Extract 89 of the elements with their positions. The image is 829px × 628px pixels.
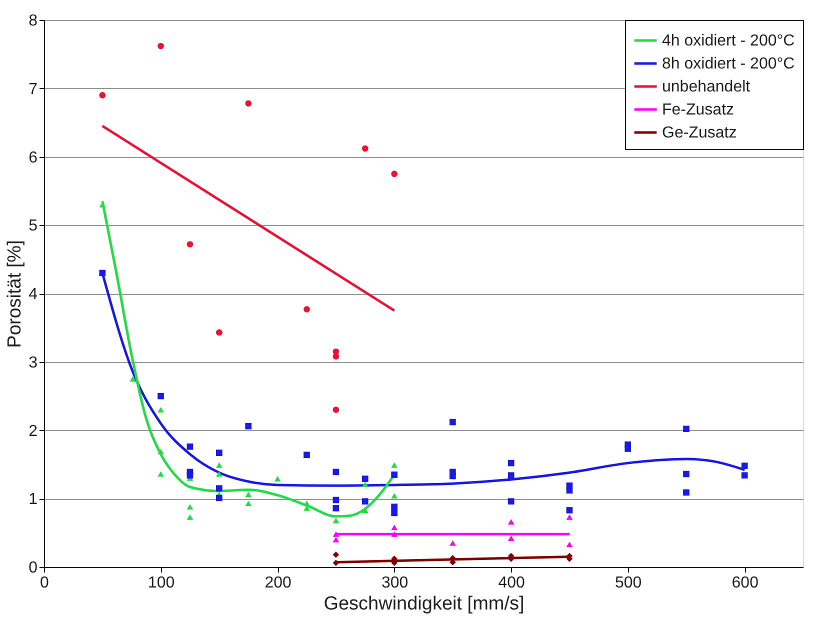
point [391, 462, 398, 468]
y-tick-label: 6 [28, 149, 38, 166]
point [362, 145, 368, 152]
point [566, 487, 573, 494]
point [332, 496, 340, 504]
legend-label: Ge-Zusatz [662, 124, 737, 142]
point [216, 462, 222, 468]
x-tick-label: 100 [148, 574, 175, 592]
point [332, 505, 340, 512]
point [186, 241, 194, 248]
point [391, 493, 398, 499]
point [391, 170, 398, 177]
point [508, 498, 514, 505]
point [566, 542, 573, 548]
y-tick-label: 7 [28, 80, 38, 98]
point [332, 531, 340, 537]
point [508, 472, 514, 479]
point [99, 92, 106, 98]
x-tick-label: 0 [40, 574, 50, 592]
point [741, 462, 748, 469]
point [683, 426, 690, 432]
point [304, 306, 310, 312]
y-tick-label: 1 [28, 491, 38, 508]
point [391, 510, 398, 516]
point [332, 560, 340, 566]
point [216, 450, 222, 456]
point [362, 482, 368, 488]
y-tick-label: 2 [28, 422, 38, 440]
point [391, 524, 398, 530]
point [216, 494, 222, 502]
point [216, 485, 222, 492]
x-tick-label: 300 [381, 574, 408, 592]
point [332, 536, 340, 542]
point [274, 476, 281, 482]
point [450, 540, 456, 546]
point [332, 406, 340, 413]
point [158, 448, 164, 454]
point [245, 422, 252, 430]
point [332, 518, 340, 524]
point [304, 500, 310, 506]
point [508, 536, 514, 542]
y-tick-label: 5 [28, 218, 38, 235]
point [362, 498, 368, 505]
point [450, 472, 456, 480]
point [391, 531, 398, 537]
point [245, 500, 252, 506]
point [332, 552, 340, 558]
point [216, 471, 222, 477]
y-tick-label: 0 [28, 560, 38, 576]
point [741, 472, 748, 479]
point [130, 376, 136, 382]
point [245, 100, 252, 107]
y-tick-label: 3 [28, 354, 38, 372]
point [158, 392, 164, 400]
point [624, 446, 632, 452]
point [566, 514, 573, 520]
point [158, 471, 164, 477]
legend-label: unbehandelt [662, 78, 751, 96]
x-tick-label: 500 [614, 574, 642, 592]
legend-label: Fe-Zusatz [662, 102, 734, 118]
x-axis-title: Geschwindigkeit [mm/s] [324, 594, 524, 614]
point [683, 470, 690, 478]
point [304, 452, 310, 458]
point [450, 418, 456, 426]
x-tick-label: 400 [498, 574, 526, 592]
legend-label: 4h oxidiert - 200°C [662, 32, 795, 50]
point [332, 353, 340, 360]
point [566, 507, 573, 514]
y-tick-label: 4 [28, 286, 38, 303]
point [158, 407, 164, 412]
legend-label: 8h oxidiert - 200°C [662, 56, 795, 72]
point [186, 504, 194, 510]
y-tick-label: 8 [28, 12, 38, 30]
y-axis-title: Porosität [%] [4, 240, 26, 348]
point [186, 514, 194, 520]
point [391, 504, 398, 510]
point [508, 519, 514, 525]
point [216, 329, 222, 336]
point [186, 472, 194, 479]
point [99, 270, 106, 276]
point [508, 460, 514, 466]
point [362, 476, 368, 482]
x-tick-label: 600 [732, 574, 759, 592]
point [245, 492, 252, 498]
point [683, 489, 690, 496]
point [186, 444, 194, 450]
x-tick-label: 200 [264, 574, 292, 592]
point [332, 468, 340, 476]
point [158, 42, 164, 50]
